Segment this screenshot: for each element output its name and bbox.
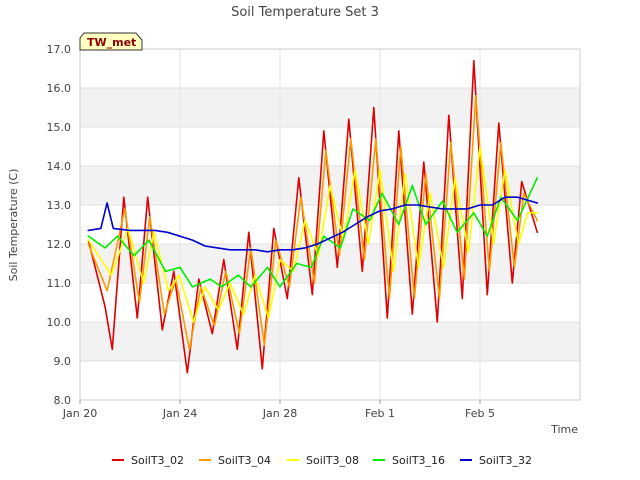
legend-item-soilt3-16: SoilT3_16 [373,454,445,467]
tw-met-badge: TW_met [79,32,143,51]
plot-band [80,283,580,322]
plot-band [80,244,580,283]
x-tick-label: Feb 5 [465,407,495,420]
legend: SoilT3_02 SoilT3_04 SoilT3_08 SoilT3_16 Soil… [112,454,532,467]
badge-box [79,32,143,51]
plot-bands [80,49,580,400]
y-axis-label: Soil Temperature (C) [7,169,20,282]
y-tick-label: 15.0 [47,121,72,134]
x-tick-label: Jan 20 [62,407,97,420]
x-tick-label: Jan 24 [162,407,197,420]
badge-label: TW_met [87,36,136,49]
series-line-soilt3-32 [87,196,539,253]
legend-item-soilt3-32: SoilT3_32 [460,454,532,467]
legend-label: SoilT3_16 [392,454,445,467]
x-tick-label: Jan 28 [262,407,297,420]
x-axis-label: Time [550,423,578,436]
y-tick-label: 11.0 [47,277,72,290]
legend-item-soilt3-08: SoilT3_08 [287,454,359,467]
legend-label: SoilT3_08 [306,454,359,467]
legend-item-soilt3-04: SoilT3_04 [199,454,271,467]
y-axis-ticks: 8.0 9.0 10.0 11.0 12.0 13.0 14.0 15.0 16.0 17.0 [47,43,72,407]
x-axis-ticks: Jan 20 Jan 24 Jan 28 Feb 1 Feb 5 [62,400,495,420]
plot-band [80,361,580,400]
legend-label: SoilT3_02 [131,454,184,467]
y-tick-label: 17.0 [47,43,72,56]
series-layer [87,59,539,374]
series-line-soilt3-08 [87,145,539,323]
legend-item-soilt3-02: SoilT3_02 [112,454,184,467]
y-tick-label: 10.0 [47,316,72,329]
plot-band [80,127,580,166]
y-tick-label: 16.0 [47,82,72,95]
chart-title: Soil Temperature Set 3 [231,5,379,20]
y-tick-label: 14.0 [47,160,72,173]
series-line-soilt3-02 [87,59,539,374]
series-line-soilt3-04 [87,95,539,351]
x-tick-label: Feb 1 [365,407,395,420]
y-tick-label: 12.0 [47,238,72,251]
plot-frame [79,48,581,401]
y-tick-label: 8.0 [54,394,72,407]
legend-label: SoilT3_32 [479,454,532,467]
y-tick-label: 9.0 [54,355,72,368]
plot-band [80,322,580,361]
plot-band [80,88,580,127]
legend-label: SoilT3_04 [218,454,271,467]
plot-band [80,49,580,88]
y-tick-label: 13.0 [47,199,72,212]
series-line-soilt3-16 [87,176,539,288]
